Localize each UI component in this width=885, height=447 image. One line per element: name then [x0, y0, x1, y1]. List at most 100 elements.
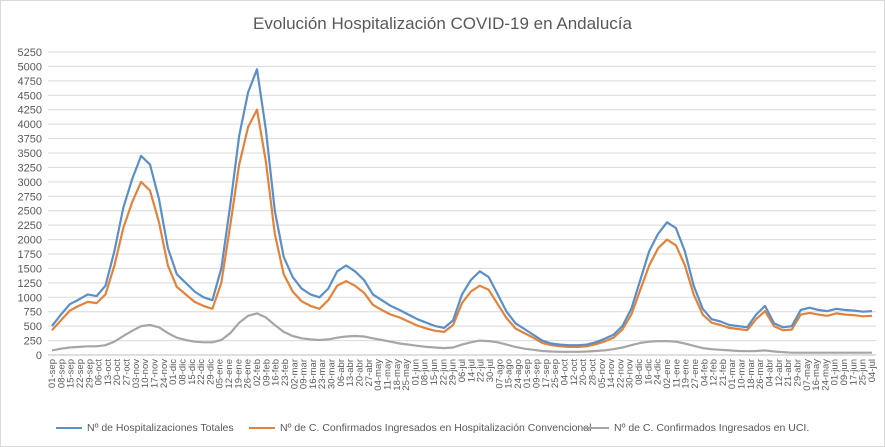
y-tick-label: 750	[24, 307, 42, 319]
y-tick-label: 1000	[18, 292, 42, 304]
x-tick-label: 04-may	[373, 359, 384, 391]
y-tick-label: 4000	[18, 119, 42, 131]
x-tick-label: 01-dic	[168, 359, 179, 385]
x-tick-label: 02-mar	[289, 359, 300, 389]
x-tick-label: 14-nov	[606, 359, 617, 388]
x-tick-label: 23-mar	[317, 359, 328, 389]
x-tick-label: 20-oct	[578, 359, 589, 386]
y-tick-label: 0	[36, 350, 42, 362]
x-tick-label: 12-oct	[569, 359, 580, 386]
x-tick-label: 01-jun	[830, 359, 841, 385]
x-tick-label: 27-abr	[364, 359, 375, 386]
y-tick-label: 4250	[18, 105, 42, 117]
x-tick-label: 18-may	[392, 359, 403, 391]
y-tick-label: 500	[24, 321, 42, 333]
x-tick-label: 04-abr	[765, 359, 776, 386]
x-tick-label: 25-jun	[858, 359, 869, 385]
x-tick-label: 01-sep	[522, 359, 533, 388]
x-tick-label: 13-oct	[103, 359, 114, 386]
legend-item-totales: Nº de Hospitalizaciones Totales	[56, 422, 234, 434]
x-tick-label: 23-feb	[280, 359, 291, 386]
y-tick-label: 1500	[18, 263, 42, 275]
series-lines	[51, 68, 873, 354]
x-tick-label: 06-oct	[94, 359, 105, 386]
x-tick-label: 24-ago	[513, 359, 524, 389]
legend-label-uci: Nº de C. Confirmados Ingresados en UCI.	[614, 422, 810, 434]
x-tick-label: 19-ene	[681, 359, 692, 389]
y-tick-label: 3000	[18, 177, 42, 189]
x-tick-label: 07-ago	[494, 359, 505, 389]
x-tick-label: 29-jun	[448, 359, 459, 385]
y-tick-label: 5000	[18, 61, 42, 73]
x-tick-label: 22-dic	[196, 359, 207, 385]
legend-item-uci: Nº de C. Confirmados Ingresados en UCI.	[583, 422, 809, 434]
x-tick-label: 22-sep	[75, 359, 86, 388]
x-tick-label: 22-jun	[438, 359, 449, 385]
x-tick-label: 25-sep	[550, 359, 561, 388]
legend-label-convencional: Nº de C. Confirmados Ingresados en Hospi…	[280, 422, 592, 434]
legend: Nº de Hospitalizaciones Totales Nº de C.…	[0, 422, 885, 438]
x-tick-label: 30-nov	[625, 359, 636, 388]
series-line-totales	[51, 68, 873, 347]
x-tick-label: 22-jul	[476, 359, 487, 382]
x-tick-label: 07-may	[802, 359, 813, 391]
legend-item-convencional: Nº de C. Confirmados Ingresados en Hospi…	[249, 422, 591, 434]
x-tick-label: 16-mar	[308, 359, 319, 389]
legend-swatch-totales	[56, 426, 82, 430]
series-line-convencional	[51, 108, 873, 348]
x-tick-label: 09-jun	[839, 359, 850, 385]
y-axis-ticks: 0 250 500 750 1000 1250 1500 1750 2000 2250 2500 27…	[18, 47, 42, 362]
x-tick-label: 15-ago	[504, 359, 515, 389]
chart-title: Evolución Hospitalización COVID-19 en An…	[253, 14, 632, 33]
x-tick-label: 04-feb	[699, 359, 710, 386]
x-tick-label: 29-sep	[84, 359, 95, 388]
x-tick-label: 11-may	[382, 359, 393, 390]
x-tick-label: 24-nov	[159, 359, 170, 388]
y-tick-label: 2750	[18, 191, 42, 203]
x-tick-label: 05-ene	[215, 359, 226, 389]
x-tick-label: 12-feb	[709, 359, 720, 386]
x-tick-label: 09-sep	[532, 359, 543, 388]
x-tick-label: 08-jun	[420, 359, 431, 385]
x-tick-label: 16-dic	[643, 359, 654, 385]
x-tick-label: 08-sep	[56, 359, 67, 388]
x-tick-label: 15-sep	[66, 359, 77, 388]
x-tick-label: 26-ene	[243, 359, 254, 389]
x-tick-label: 15-dic	[187, 359, 198, 385]
x-tick-label: 10-mar	[737, 359, 748, 389]
x-tick-label: 09-feb	[261, 359, 272, 386]
x-tick-label: 01-mar	[727, 359, 738, 389]
legend-label-totales: Nº de Hospitalizaciones Totales	[87, 422, 234, 434]
x-tick-label: 12-ene	[224, 359, 235, 389]
x-tick-label: 03-nov	[131, 359, 142, 388]
y-tick-label: 2250	[18, 220, 42, 232]
y-tick-label: 5250	[18, 47, 42, 59]
x-tick-label: 12-abr	[774, 359, 785, 386]
x-axis-ticks: 01-sep 08-sep15-sep22-sep29-sep06-oct13-o…	[47, 359, 878, 391]
x-tick-label: 06-abr	[336, 359, 347, 386]
x-tick-label: 02-ene	[662, 359, 673, 389]
legend-swatch-convencional	[249, 426, 275, 430]
x-tick-label: 17-sep	[541, 359, 552, 388]
y-tick-label: 3250	[18, 162, 42, 174]
legend-swatch-uci	[583, 426, 609, 430]
x-tick-label: 01-jun	[410, 359, 421, 385]
x-tick-label: 27-ene	[690, 359, 701, 389]
x-tick-label: 27-oct	[122, 359, 133, 386]
x-tick-label: 17-nov	[150, 359, 161, 388]
y-tick-label: 2000	[18, 235, 42, 247]
x-tick-label: 02-feb	[252, 359, 263, 386]
x-tick-label: 17-jun	[848, 359, 859, 385]
x-tick-label: 25-may	[401, 359, 412, 391]
x-tick-label: 04-jul	[867, 359, 878, 382]
x-tick-label: 24-dic	[653, 359, 664, 385]
x-tick-label: 26-mar	[755, 359, 766, 389]
y-tick-label: 4500	[18, 90, 42, 102]
x-tick-label: 20-oct	[112, 359, 123, 386]
y-tick-label: 3500	[18, 148, 42, 160]
x-tick-label: 04-oct	[560, 359, 571, 386]
gridlines	[48, 51, 876, 356]
y-tick-label: 1750	[18, 249, 42, 261]
